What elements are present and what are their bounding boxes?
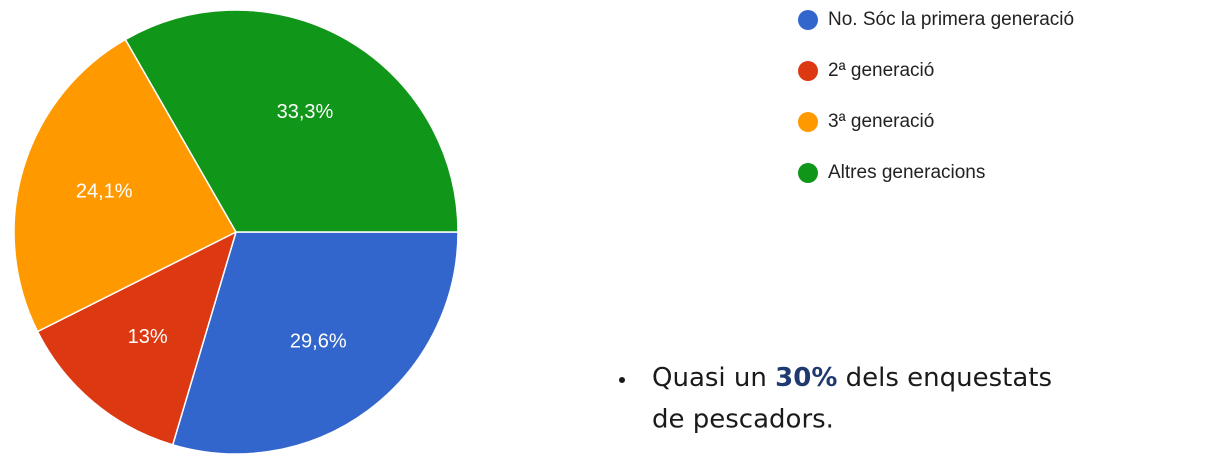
legend-marker — [798, 10, 818, 30]
legend-label: 3ª generació — [828, 111, 934, 132]
slice-label: 33,3% — [277, 101, 334, 123]
note-line: Quasi un 30% dels enquestats — [652, 363, 1052, 393]
note-highlight: 30% — [775, 363, 837, 393]
legend-label: No. Sóc la primera generació — [828, 9, 1074, 30]
slice-label: 29,6% — [290, 331, 347, 353]
note-text: Quasi un — [652, 363, 775, 393]
legend-marker — [798, 112, 818, 132]
legend-marker — [798, 163, 818, 183]
pie-slice — [171, 231, 459, 455]
legend-label: 2ª generació — [828, 60, 934, 81]
note-line: de pescadors. — [652, 405, 834, 435]
legend-label: Altres generacions — [828, 162, 985, 183]
slice-label: 24,1% — [76, 181, 133, 203]
pie-slice — [13, 38, 238, 333]
pie-slice — [124, 9, 459, 233]
bullet — [619, 377, 625, 383]
legend-marker — [798, 61, 818, 81]
note-text: dels enquestats — [837, 363, 1052, 393]
slice-label: 13% — [128, 326, 168, 348]
pie-slice — [36, 230, 238, 446]
